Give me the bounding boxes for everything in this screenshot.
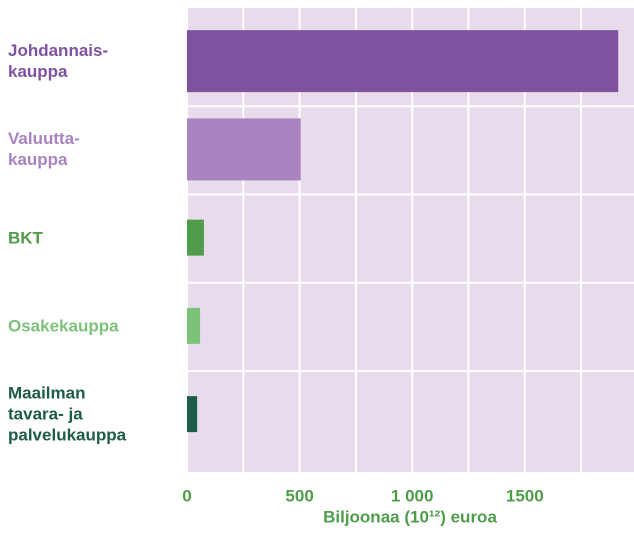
- category-label: Johdannais- kauppa: [8, 41, 109, 82]
- bar: [187, 30, 619, 93]
- category-label: Maailman tavara- ja palvelukauppa: [8, 383, 127, 445]
- category-label: Osakekauppa: [8, 316, 119, 336]
- x-axis-label: Biljoonaa (10¹²) euroa: [323, 507, 497, 526]
- category-label: BKT: [8, 228, 43, 248]
- bar: [187, 307, 201, 344]
- x-tick-label: 0: [182, 486, 191, 505]
- x-tick-label: 1 000: [391, 486, 434, 505]
- bar: [187, 118, 301, 181]
- bar: [187, 219, 204, 256]
- bar: [187, 396, 198, 433]
- x-tick-label: 1500: [506, 486, 544, 505]
- x-tick-label: 500: [285, 486, 313, 505]
- category-label: Valuutta- kauppa: [8, 129, 80, 170]
